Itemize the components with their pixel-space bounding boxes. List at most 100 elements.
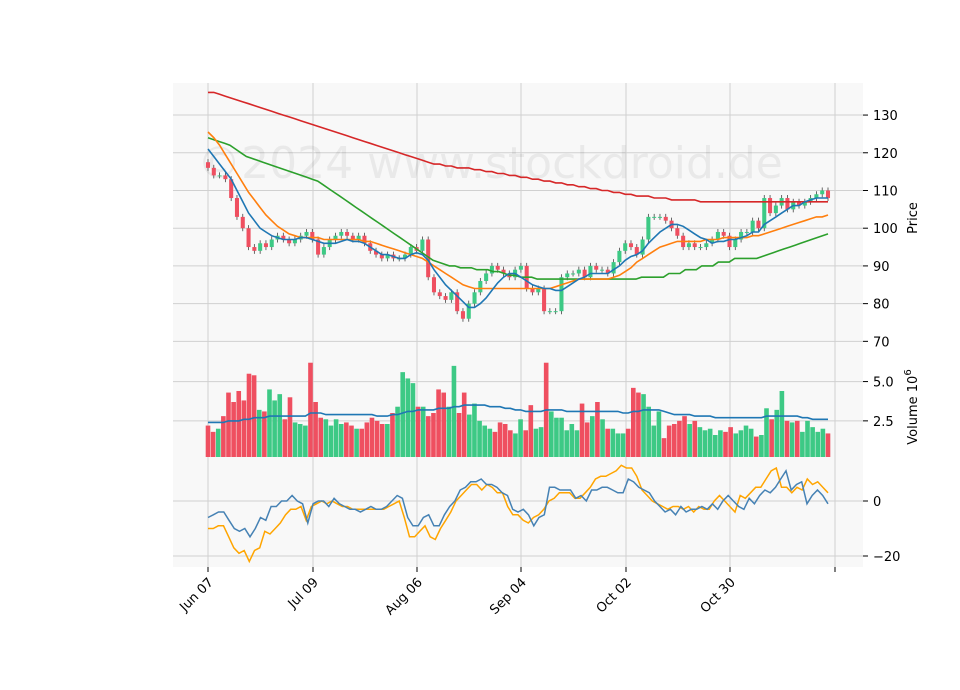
candle-body [628, 243, 634, 248]
volume-bar [359, 428, 365, 457]
volume-bar [277, 394, 283, 457]
price-axis-title: Price [906, 202, 921, 234]
x-tick-label: Oct 02 [594, 575, 635, 616]
volume-bar [487, 428, 493, 457]
x-tick-label: Jul 09 [285, 575, 322, 612]
volume-bar [221, 416, 226, 457]
candle-body [252, 247, 257, 251]
volume-bar [364, 422, 370, 457]
volume-bar [759, 435, 764, 457]
candle-body [733, 239, 738, 248]
candle-body [646, 216, 651, 240]
candle-body [240, 216, 245, 229]
volume-bar [513, 433, 518, 457]
volume-bar [671, 424, 677, 457]
volume-bar [390, 413, 395, 457]
candle-body [333, 235, 338, 240]
candle-body [234, 198, 239, 217]
volume-bar [784, 420, 790, 457]
price-y-tick-label: 90 [873, 260, 890, 275]
price-panel-bg [173, 83, 863, 347]
volume-bar [323, 419, 329, 457]
ma-200-line [208, 91, 828, 203]
volume-bar [523, 430, 528, 457]
candle-body [698, 247, 703, 249]
candle-body [530, 288, 535, 293]
candle-body [576, 269, 581, 274]
candle-body [710, 239, 715, 244]
candle-body [640, 239, 645, 255]
candle-body [547, 311, 552, 313]
volume-bar [692, 420, 698, 457]
volume-bar [426, 416, 431, 457]
candle-body [652, 216, 657, 218]
candle-body [594, 265, 599, 270]
volume-bar [728, 427, 733, 457]
volume-bar [313, 402, 318, 457]
candle-body [345, 231, 350, 236]
candle-body [229, 179, 234, 199]
price-y-tick-label: 70 [873, 335, 890, 350]
volume-bar [564, 430, 569, 457]
candle-body [321, 247, 326, 255]
volume-bar [528, 405, 534, 457]
volume-bar [256, 409, 262, 457]
candle-body [559, 277, 564, 312]
candle-body [773, 205, 778, 214]
x-tick-label: Aug 06 [383, 575, 426, 618]
volume-bar [215, 428, 221, 457]
volume-panel [205, 362, 831, 457]
volume-bar [805, 420, 810, 457]
candle-body [379, 254, 384, 259]
candle-body [518, 265, 523, 270]
volume-axis-title: Volume 106 [903, 369, 921, 444]
volume-bar [318, 417, 324, 457]
candle-body [582, 269, 587, 278]
oscillator-panel [207, 464, 829, 564]
volume-bar [436, 389, 441, 457]
candle-body [420, 239, 425, 251]
volume-bar [287, 397, 293, 457]
volume-bar [262, 411, 267, 457]
candle-body [304, 231, 309, 236]
volume-bar [584, 422, 590, 457]
candle-body [246, 228, 251, 248]
price-panel [205, 91, 831, 322]
volume-bar [431, 413, 436, 457]
volume-bar [400, 372, 406, 457]
candle-body [489, 265, 494, 274]
candle-body [263, 243, 268, 248]
volume-bar [205, 425, 211, 457]
candle-body [814, 194, 819, 199]
volume-bar [630, 387, 636, 457]
candle-body [211, 167, 216, 176]
candle-body [287, 239, 292, 244]
volume-bar [764, 408, 769, 457]
price-y-tick-label: 130 [873, 109, 898, 124]
volume-bar [820, 428, 826, 457]
volume-bar [707, 428, 713, 457]
volume-bar [441, 392, 447, 457]
volume-bar [712, 435, 718, 457]
volume-bar [251, 375, 257, 457]
volume-bar [272, 400, 277, 457]
volume-bar [508, 430, 513, 457]
volume-bar [641, 394, 646, 457]
price-y-tick-label: 100 [873, 222, 898, 237]
volume-bar [589, 416, 595, 457]
ma-short-line [207, 148, 828, 309]
volume-bar [482, 425, 487, 457]
volume-bar [451, 365, 457, 457]
candle-body [350, 235, 355, 240]
volume-bar [405, 378, 411, 457]
volume-bar [492, 431, 498, 457]
volume-bar [794, 420, 800, 457]
osc-y-tick-label: 0 [873, 495, 881, 510]
volume-bar [625, 428, 631, 457]
candle-body [692, 243, 697, 248]
candle-body [721, 231, 726, 236]
volume-bar [461, 392, 467, 457]
volume-bar [723, 431, 728, 457]
candle-body [715, 231, 720, 240]
volume-bar [825, 433, 831, 457]
